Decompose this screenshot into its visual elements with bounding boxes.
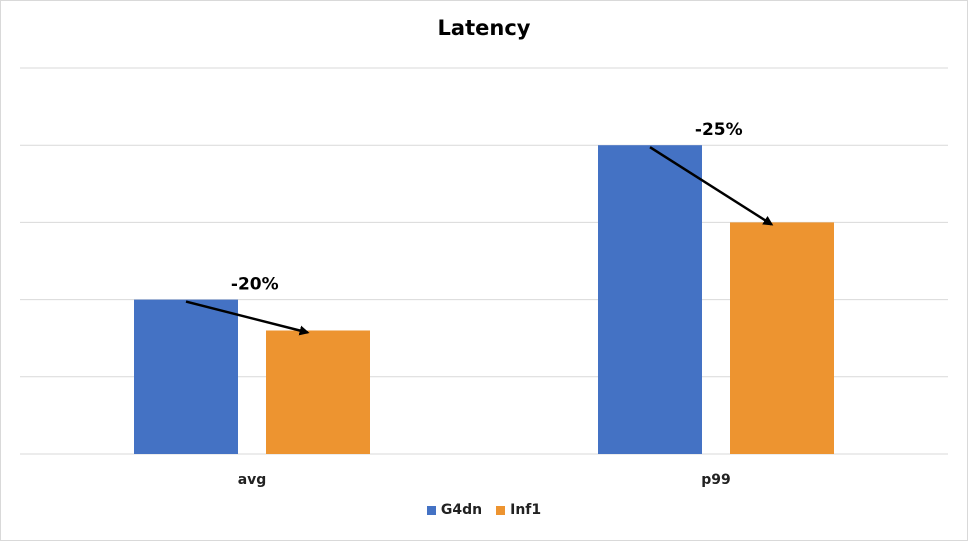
bar-g4dn-p99 <box>598 145 702 454</box>
bar-inf1-avg <box>266 330 370 454</box>
legend-swatch-g4dn <box>426 505 436 515</box>
legend-label-g4dn: G4dn <box>440 502 483 518</box>
annotation-arrow-avg <box>185 300 310 336</box>
legend-item-inf1: Inf1 <box>496 502 541 518</box>
legend-item-g4dn: G4dn <box>426 502 483 518</box>
chart-legend: G4dn Inf1 <box>0 502 968 518</box>
annotation-label-p99: -25% <box>695 120 743 140</box>
legend-swatch-inf1 <box>496 505 506 515</box>
bar-g4dn-avg <box>134 299 238 454</box>
x-tick-label-avg: avg <box>238 472 267 488</box>
legend-label-inf1: Inf1 <box>510 502 542 518</box>
chart-title: Latency <box>437 16 531 40</box>
x-tick-label-p99: p99 <box>701 472 731 488</box>
annotation-label-avg: -20% <box>231 275 279 295</box>
bar-inf1-p99 <box>730 222 834 454</box>
annotation-arrow-p99 <box>649 146 774 226</box>
